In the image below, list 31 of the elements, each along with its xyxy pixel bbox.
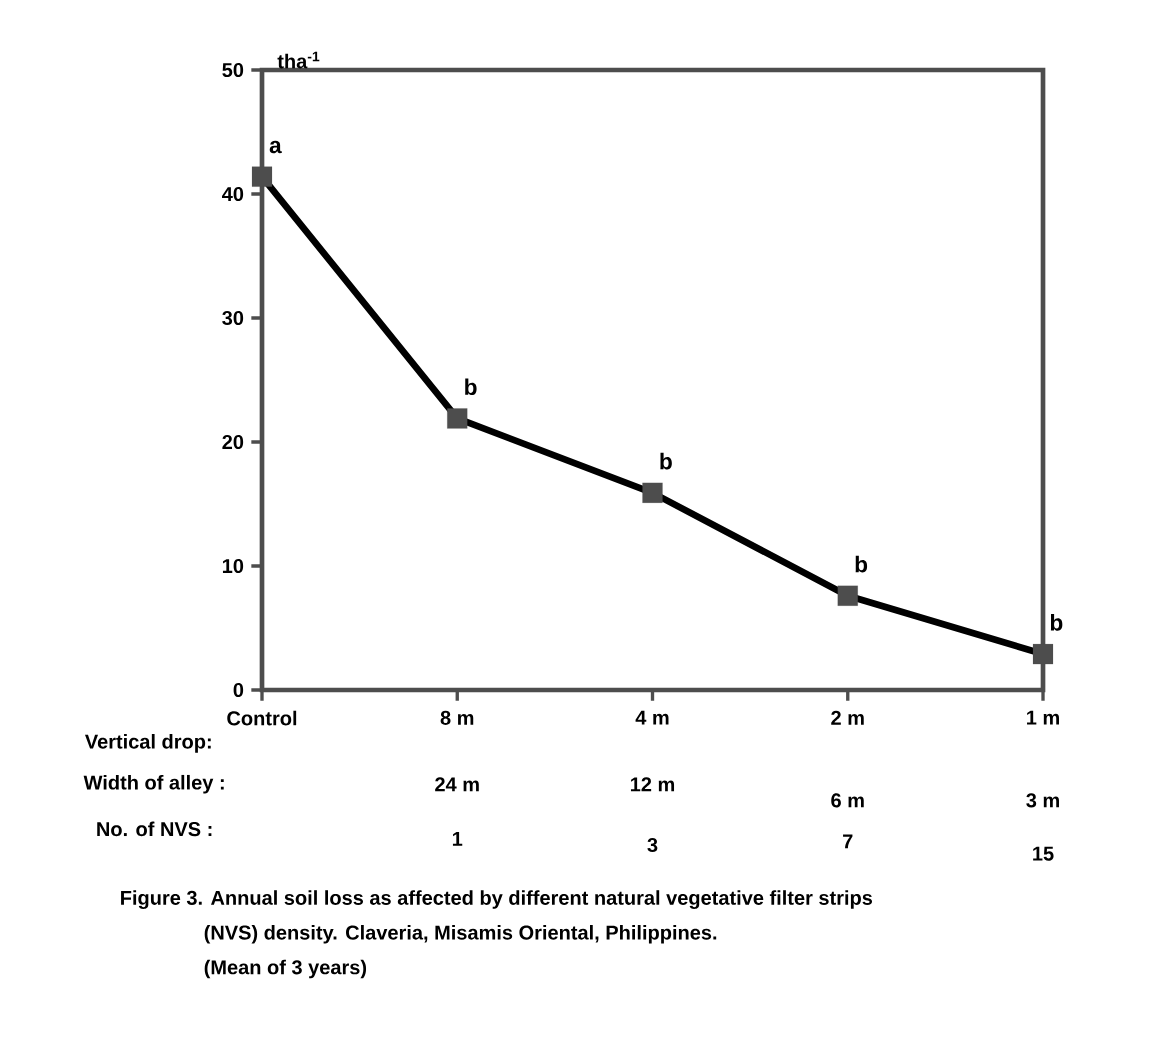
annotation: b [465,378,477,396]
y-tick-label: 10 [222,558,244,574]
text: No. of NVS : [97,821,212,837]
text: 7 [843,834,853,849]
text: 15 [1033,846,1054,861]
text: 1 [452,831,463,846]
text: (Mean of 3 years) [204,959,367,979]
y-tick-label: 0 [233,682,244,698]
caption: Figure 3. Annual soil loss as affected by different natural vegetative filter strips [121,890,873,909]
y-tick-label: 40 [222,186,244,202]
text: 3 [647,837,658,853]
x-tick-label: Control [227,710,297,726]
x-tick-label: 8 m [440,710,474,725]
y-tick-label: 30 [222,310,244,326]
y-tick-label: 50 [222,62,244,78]
x-tick-label: 2 m [831,710,864,725]
x-tick-label: 1 m [1027,710,1059,725]
y-tick-label: 20 [222,434,244,450]
text: Vertical drop: [84,734,211,753]
text: 24 m [435,777,479,792]
y-axis-title: tha$^{-1}$ [277,51,320,69]
annotation: b [1050,614,1063,631]
text: 3 m [1026,793,1059,808]
text: (NVS) density. Claveria, Misamis Oriental, Philippines. [204,924,717,944]
text: 12 m [630,777,675,792]
annotation: b [660,452,672,470]
annotation: b [855,555,868,573]
x-tick-label: 4 m [635,710,669,725]
text: 6 m [831,793,864,808]
annotation: a [269,140,282,154]
text: Width of alley : [83,774,224,794]
